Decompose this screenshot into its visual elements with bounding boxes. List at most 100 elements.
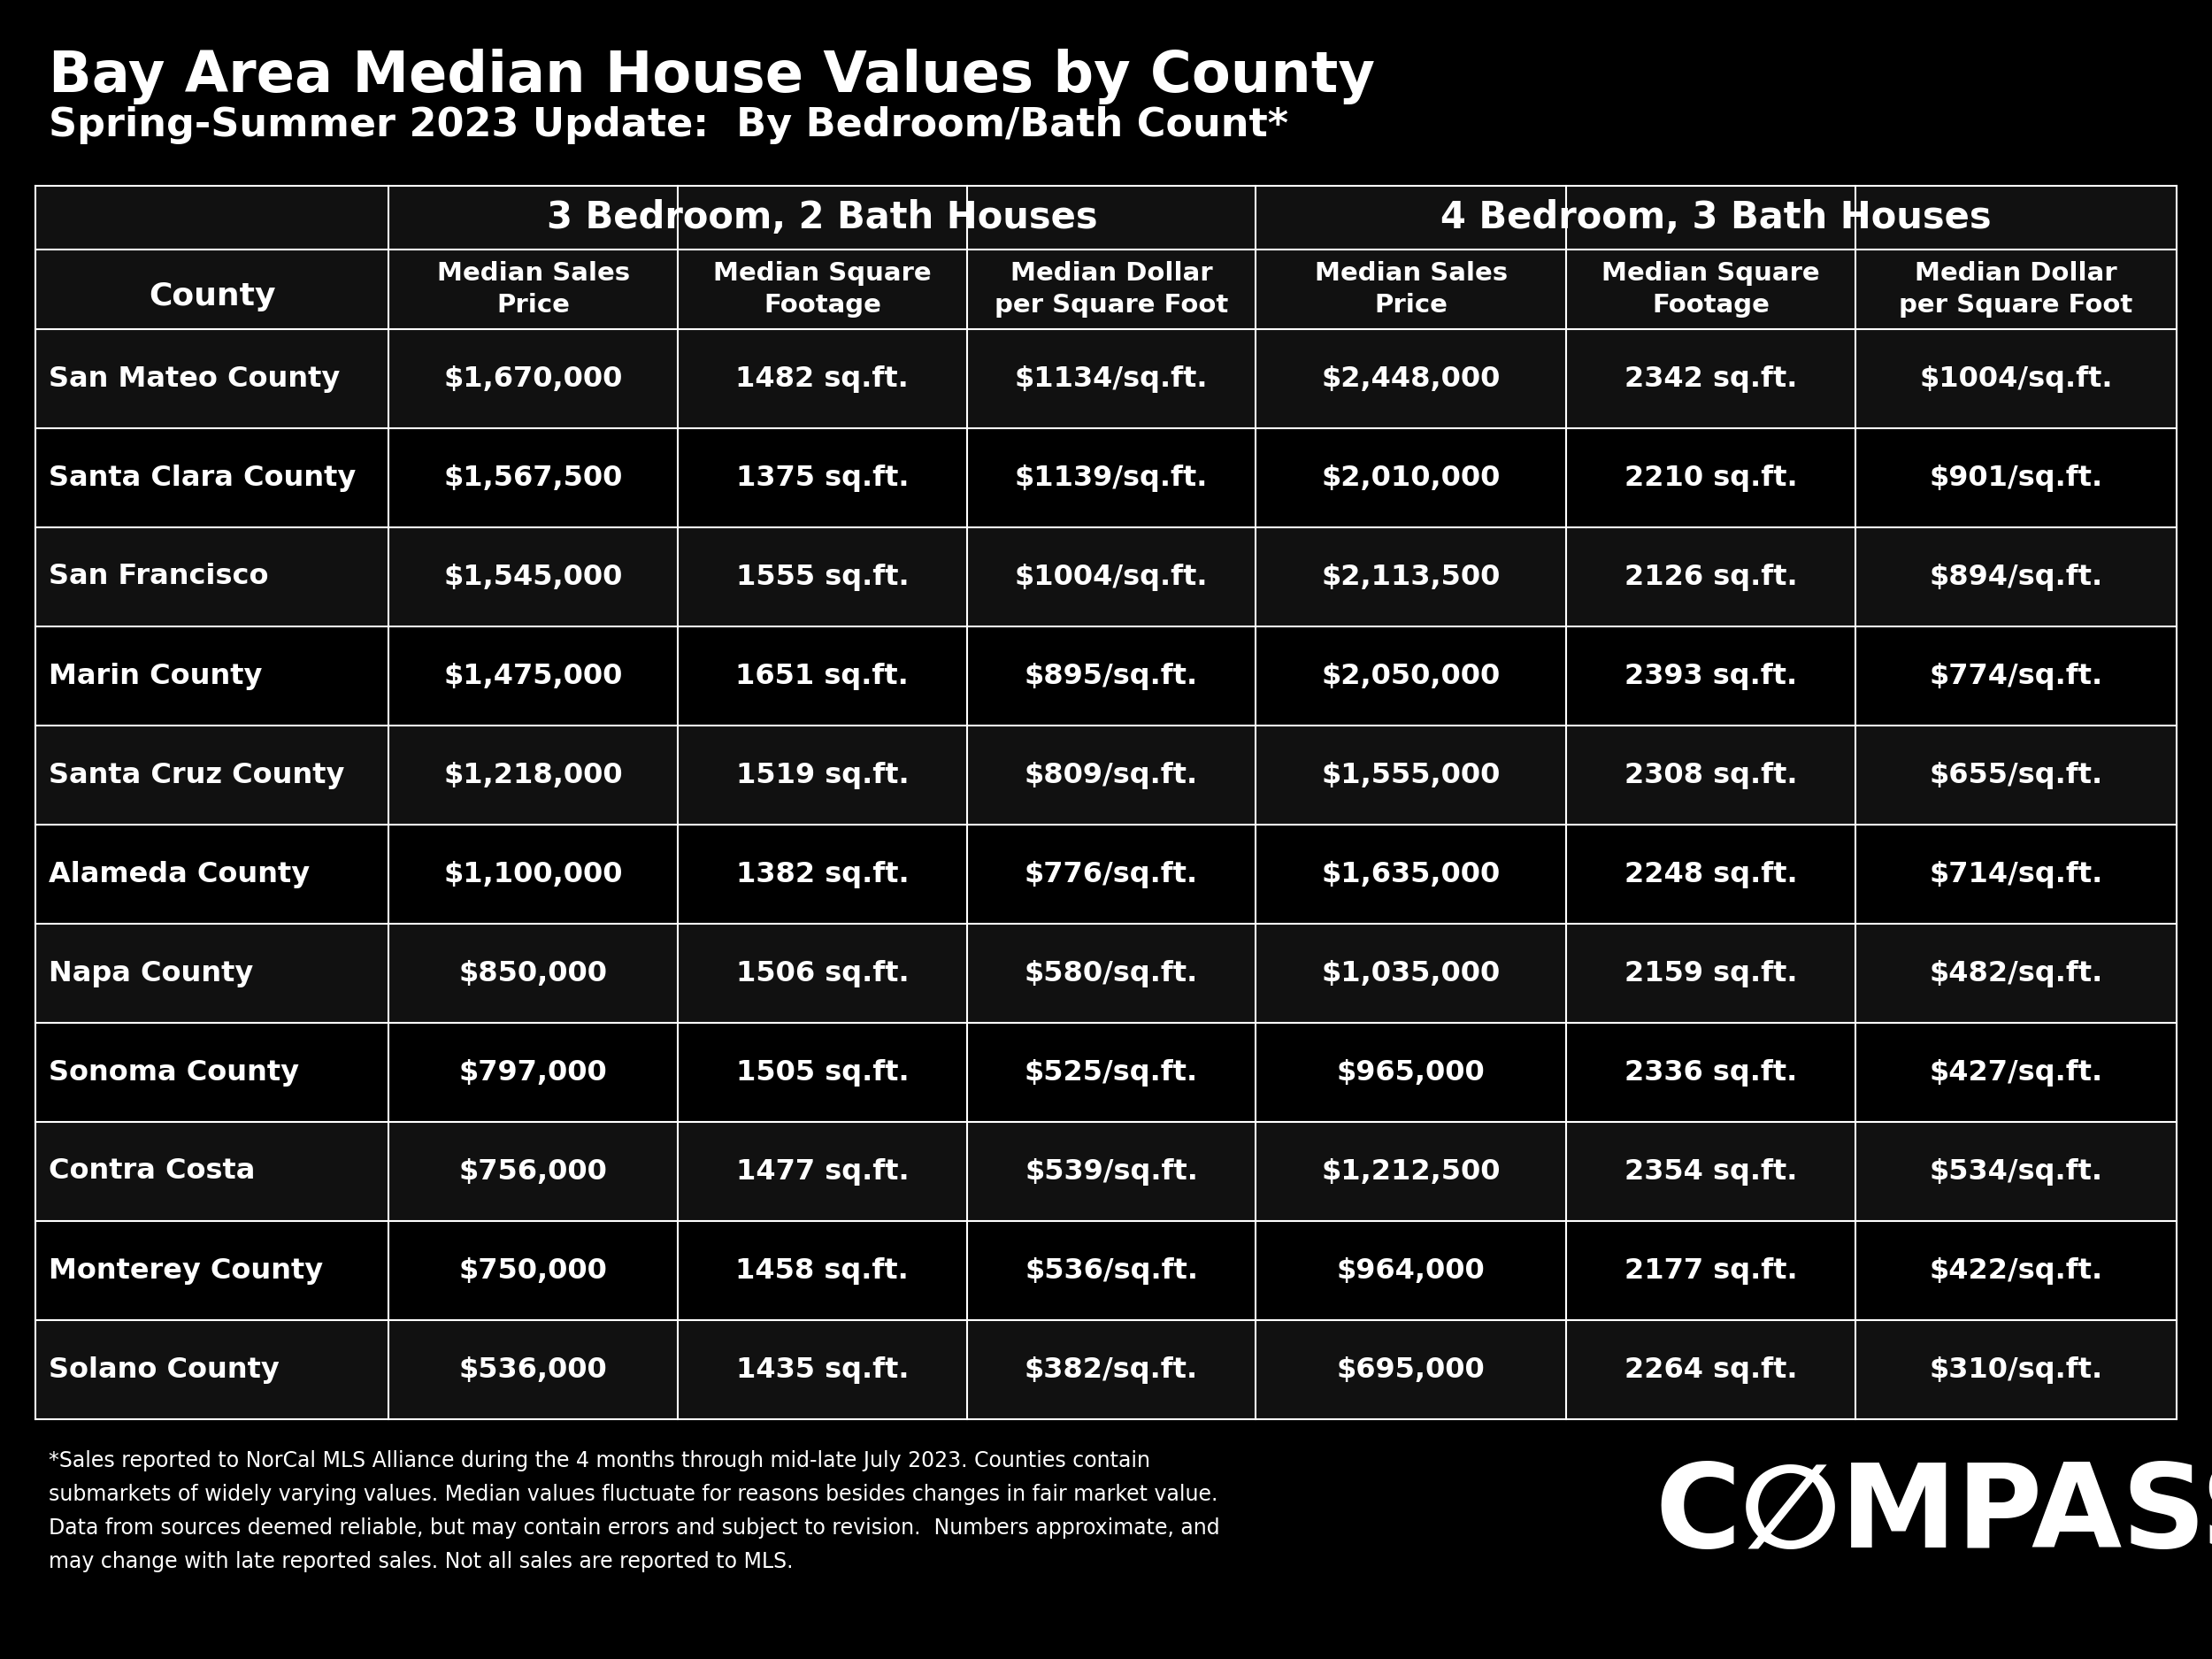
Text: $695,000: $695,000 xyxy=(1336,1355,1484,1384)
Text: 1477 sq.ft.: 1477 sq.ft. xyxy=(737,1158,909,1185)
Text: $427/sq.ft.: $427/sq.ft. xyxy=(1929,1058,2104,1087)
Text: 2264 sq.ft.: 2264 sq.ft. xyxy=(1624,1355,1798,1384)
Text: $809/sq.ft.: $809/sq.ft. xyxy=(1024,761,1199,788)
Text: 2159 sq.ft.: 2159 sq.ft. xyxy=(1624,959,1798,987)
Text: $2,050,000: $2,050,000 xyxy=(1321,662,1500,690)
Text: County: County xyxy=(148,282,276,312)
Text: Median Sales
Price: Median Sales Price xyxy=(1314,260,1509,317)
Text: $774/sq.ft.: $774/sq.ft. xyxy=(1929,662,2104,690)
Text: $1,212,500: $1,212,500 xyxy=(1321,1158,1500,1185)
Text: 2342 sq.ft.: 2342 sq.ft. xyxy=(1624,365,1798,393)
Text: Santa Clara County: Santa Clara County xyxy=(49,465,356,491)
Text: $580/sq.ft.: $580/sq.ft. xyxy=(1024,959,1199,987)
Text: Median Square
Footage: Median Square Footage xyxy=(712,260,931,317)
Text: 1519 sq.ft.: 1519 sq.ft. xyxy=(737,761,909,788)
Bar xyxy=(35,1321,2177,1418)
Text: $1004/sq.ft.: $1004/sq.ft. xyxy=(1920,365,2112,393)
Text: $422/sq.ft.: $422/sq.ft. xyxy=(1929,1258,2104,1284)
Text: $1,035,000: $1,035,000 xyxy=(1321,959,1500,987)
Text: Sonoma County: Sonoma County xyxy=(49,1058,299,1087)
Text: $539/sq.ft.: $539/sq.ft. xyxy=(1024,1158,1199,1185)
Bar xyxy=(35,1024,2177,1121)
Text: 1435 sq.ft.: 1435 sq.ft. xyxy=(737,1355,909,1384)
Bar xyxy=(35,725,2177,825)
Text: $1,555,000: $1,555,000 xyxy=(1321,761,1500,788)
Text: 2210 sq.ft.: 2210 sq.ft. xyxy=(1624,465,1798,491)
Text: $901/sq.ft.: $901/sq.ft. xyxy=(1929,465,2104,491)
Text: $1,545,000: $1,545,000 xyxy=(445,562,624,591)
Text: Median Dollar
per Square Foot: Median Dollar per Square Foot xyxy=(1900,260,2132,317)
Bar xyxy=(35,825,2177,924)
Text: 1482 sq.ft.: 1482 sq.ft. xyxy=(737,365,909,393)
Text: $382/sq.ft.: $382/sq.ft. xyxy=(1024,1355,1199,1384)
Text: $750,000: $750,000 xyxy=(458,1258,608,1284)
Text: Santa Cruz County: Santa Cruz County xyxy=(49,761,345,788)
Text: Median Dollar
per Square Foot: Median Dollar per Square Foot xyxy=(995,260,1228,317)
Text: 2126 sq.ft.: 2126 sq.ft. xyxy=(1624,562,1798,591)
Text: submarkets of widely varying values. Median values fluctuate for reasons besides: submarkets of widely varying values. Med… xyxy=(49,1483,1219,1505)
Bar xyxy=(35,627,2177,725)
Text: San Francisco: San Francisco xyxy=(49,562,268,591)
Text: Bay Area Median House Values by County: Bay Area Median House Values by County xyxy=(49,48,1376,105)
Text: $1139/sq.ft.: $1139/sq.ft. xyxy=(1015,465,1208,491)
Text: 1505 sq.ft.: 1505 sq.ft. xyxy=(737,1058,909,1087)
Text: Monterey County: Monterey County xyxy=(49,1258,323,1284)
Text: 1458 sq.ft.: 1458 sq.ft. xyxy=(737,1258,909,1284)
Text: $1,635,000: $1,635,000 xyxy=(1321,861,1500,888)
Text: *Sales reported to NorCal MLS Alliance during the 4 months through mid-late July: *Sales reported to NorCal MLS Alliance d… xyxy=(49,1450,1150,1472)
Text: Solano County: Solano County xyxy=(49,1355,279,1384)
Text: $655/sq.ft.: $655/sq.ft. xyxy=(1929,761,2104,788)
Text: $536,000: $536,000 xyxy=(460,1355,608,1384)
Bar xyxy=(35,1121,2177,1221)
Text: $1004/sq.ft.: $1004/sq.ft. xyxy=(1015,562,1208,591)
Text: 1506 sq.ft.: 1506 sq.ft. xyxy=(737,959,909,987)
Text: $714/sq.ft.: $714/sq.ft. xyxy=(1929,861,2104,888)
Text: $2,010,000: $2,010,000 xyxy=(1321,465,1500,491)
Text: $895/sq.ft.: $895/sq.ft. xyxy=(1024,662,1199,690)
Text: $797,000: $797,000 xyxy=(460,1058,608,1087)
Text: $534/sq.ft.: $534/sq.ft. xyxy=(1929,1158,2104,1185)
Text: $965,000: $965,000 xyxy=(1336,1058,1484,1087)
Text: Napa County: Napa County xyxy=(49,959,252,987)
Bar xyxy=(35,924,2177,1024)
Text: $1134/sq.ft.: $1134/sq.ft. xyxy=(1015,365,1208,393)
Text: $1,567,500: $1,567,500 xyxy=(445,465,624,491)
Text: $2,113,500: $2,113,500 xyxy=(1321,562,1500,591)
Text: 1555 sq.ft.: 1555 sq.ft. xyxy=(737,562,909,591)
Text: C∅MPASS: C∅MPASS xyxy=(1655,1458,2212,1571)
Text: Median Sales
Price: Median Sales Price xyxy=(436,260,630,317)
Bar xyxy=(35,1221,2177,1321)
Text: Contra Costa: Contra Costa xyxy=(49,1158,254,1185)
Bar xyxy=(35,328,2177,428)
Text: $1,670,000: $1,670,000 xyxy=(445,365,624,393)
Text: $310/sq.ft.: $310/sq.ft. xyxy=(1929,1355,2104,1384)
Text: 2354 sq.ft.: 2354 sq.ft. xyxy=(1624,1158,1798,1185)
Text: $894/sq.ft.: $894/sq.ft. xyxy=(1929,562,2104,591)
Bar xyxy=(35,428,2177,528)
Text: $756,000: $756,000 xyxy=(458,1158,608,1185)
Text: $525/sq.ft.: $525/sq.ft. xyxy=(1024,1058,1199,1087)
Text: $776/sq.ft.: $776/sq.ft. xyxy=(1024,861,1199,888)
Text: Marin County: Marin County xyxy=(49,662,263,690)
Text: 2393 sq.ft.: 2393 sq.ft. xyxy=(1624,662,1796,690)
Text: Alameda County: Alameda County xyxy=(49,861,310,888)
Text: $1,100,000: $1,100,000 xyxy=(445,861,624,888)
Text: $482/sq.ft.: $482/sq.ft. xyxy=(1929,959,2104,987)
Text: 3 Bedroom, 2 Bath Houses: 3 Bedroom, 2 Bath Houses xyxy=(546,199,1097,236)
Bar xyxy=(35,528,2177,627)
Bar xyxy=(35,186,2177,1418)
Text: 2177 sq.ft.: 2177 sq.ft. xyxy=(1624,1258,1798,1284)
Text: $2,448,000: $2,448,000 xyxy=(1321,365,1500,393)
Text: $1,218,000: $1,218,000 xyxy=(445,761,624,788)
Text: $964,000: $964,000 xyxy=(1336,1258,1484,1284)
Text: 1375 sq.ft.: 1375 sq.ft. xyxy=(737,465,909,491)
Text: may change with late reported sales. Not all sales are reported to MLS.: may change with late reported sales. Not… xyxy=(49,1551,794,1573)
Bar xyxy=(35,249,2177,328)
Text: 4 Bedroom, 3 Bath Houses: 4 Bedroom, 3 Bath Houses xyxy=(1440,199,1991,236)
Text: 2248 sq.ft.: 2248 sq.ft. xyxy=(1624,861,1798,888)
Text: 2336 sq.ft.: 2336 sq.ft. xyxy=(1624,1058,1798,1087)
Text: Spring-Summer 2023 Update:  By Bedroom/Bath Count*: Spring-Summer 2023 Update: By Bedroom/Ba… xyxy=(49,106,1287,144)
Text: $536/sq.ft.: $536/sq.ft. xyxy=(1024,1258,1199,1284)
Text: 1382 sq.ft.: 1382 sq.ft. xyxy=(737,861,909,888)
Text: Median Square
Footage: Median Square Footage xyxy=(1601,260,1820,317)
